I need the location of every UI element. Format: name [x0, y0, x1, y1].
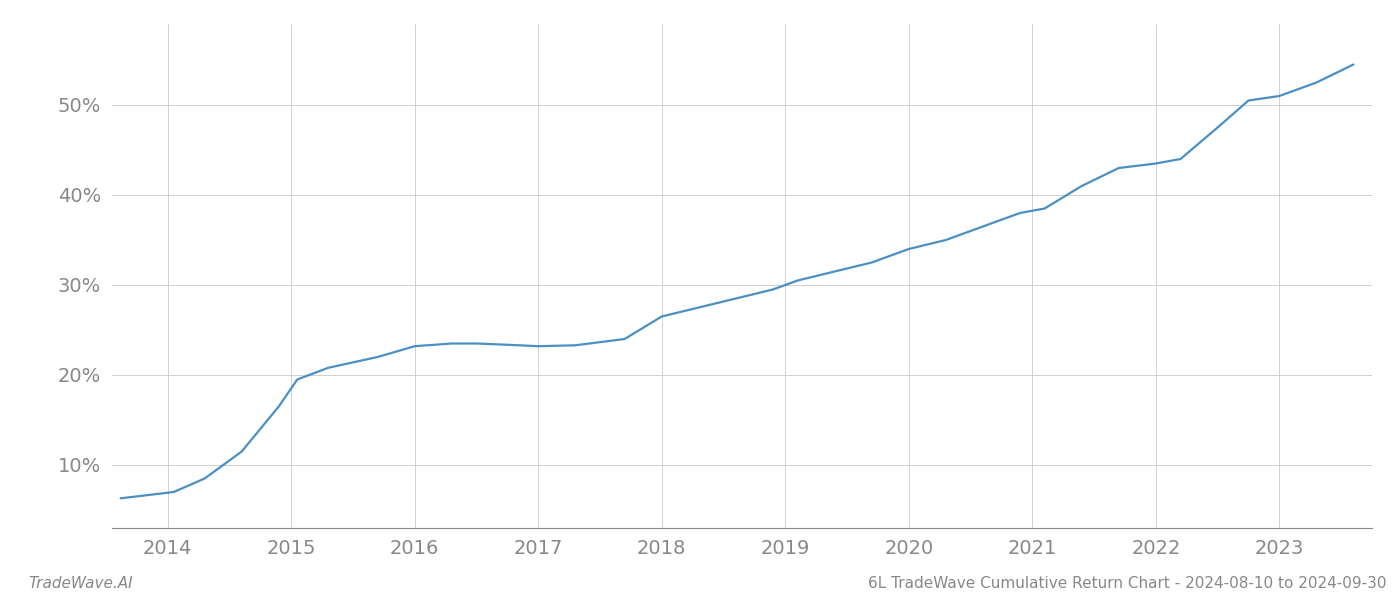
Text: 6L TradeWave Cumulative Return Chart - 2024-08-10 to 2024-09-30: 6L TradeWave Cumulative Return Chart - 2… [868, 576, 1386, 591]
Text: TradeWave.AI: TradeWave.AI [28, 576, 133, 591]
